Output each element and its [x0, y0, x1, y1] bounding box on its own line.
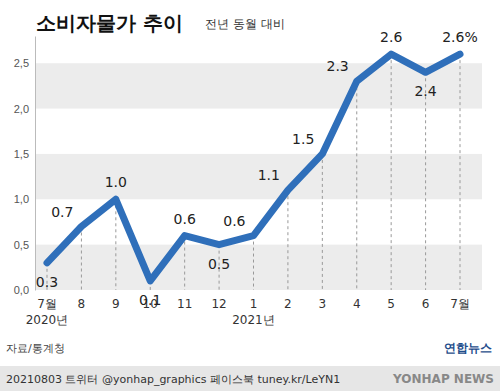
data-label: 1.1: [258, 167, 280, 183]
logo-text: 연합뉴스: [444, 341, 492, 355]
source: 자료/통계청: [6, 342, 65, 355]
data-label: 0.5: [208, 256, 230, 272]
drop-line: [184, 236, 185, 290]
drop-line: [287, 190, 288, 290]
x-tick-label: 11: [177, 297, 192, 311]
y-tick-label: 1,5: [14, 148, 29, 160]
y-tick: 2,5: [14, 57, 35, 69]
drop-line: [356, 81, 357, 290]
y-tick: 2,0: [14, 103, 35, 115]
drop-line: [81, 227, 82, 291]
x-tick-label: 8: [78, 297, 86, 311]
x-tick-label: 4: [353, 297, 361, 311]
y-tick-label: 2,0: [14, 103, 29, 115]
drop-line: [253, 236, 254, 290]
data-label: 0.3: [36, 274, 58, 290]
y-axis: 0,0 0,5 1,0 1,5 2,0 2,5: [14, 37, 36, 297]
subtitle: 전년 동월 대비: [205, 17, 285, 31]
x-tick-label: 7월2020년: [26, 297, 69, 327]
drop-line: [322, 154, 323, 290]
x-axis: 7월2020년8910111212021년234567월: [26, 297, 470, 327]
data-label: 1.5: [292, 131, 314, 147]
drop-line: [391, 54, 392, 290]
y-axis-line: [35, 37, 36, 291]
data-label: 2.6%: [442, 29, 478, 45]
drop-line: [425, 72, 426, 290]
data-label: 1.0: [105, 174, 127, 190]
y-tick: 0,0: [14, 284, 35, 296]
x-tick-label: 6: [422, 297, 430, 311]
data-labels: 0.3 0.7 1.0 0.1 0.6 0.5 0.6 1.1 1.5 2.3 2.6 2.4 2.6%: [36, 29, 478, 308]
x-tick-label: 12: [211, 297, 226, 311]
y-tick-label: 1,0: [14, 193, 29, 205]
footer: 20210803 트위터 @yonhap_graphics 페이스북 tuney…: [6, 373, 340, 386]
x-tick-label: 7월: [450, 297, 470, 311]
logo-subtext: YONHAP NEWS: [392, 372, 494, 386]
grid-band: [35, 245, 482, 290]
data-label: 2.4: [414, 83, 436, 99]
y-tick: 1,5: [14, 148, 35, 160]
data-label: 0.6: [223, 213, 245, 229]
data-label: 0.7: [51, 204, 73, 220]
x-tick-label: 3: [319, 297, 327, 311]
data-label: 2.6: [380, 29, 402, 45]
y-tick-label: 0,0: [14, 284, 29, 296]
data-label: 0.1: [139, 292, 161, 308]
data-label: 2.3: [326, 58, 348, 74]
y-tick-label: 2,5: [14, 57, 29, 69]
chart: 0,00,51,01,52,02,57월2020년8910111212021년2…: [0, 0, 500, 391]
line: [47, 54, 460, 281]
footer-bar: [0, 366, 500, 391]
x-tick-label: 2: [284, 297, 292, 311]
title: 소비자물가 추이: [36, 11, 183, 35]
y-tick: 0,5: [14, 239, 35, 251]
drop-line: [115, 199, 116, 290]
grid-band: [35, 154, 482, 199]
x-tick-label: 5: [387, 297, 395, 311]
grid: [35, 63, 482, 290]
data-label: 0.6: [174, 211, 196, 227]
y-tick: 1,0: [14, 193, 35, 205]
marks: [47, 54, 460, 290]
drop-line: [460, 54, 461, 290]
x-tick-label: 9: [112, 297, 120, 311]
y-tick-label: 0,5: [14, 239, 29, 251]
x-tick-label: 12021년: [232, 297, 275, 327]
